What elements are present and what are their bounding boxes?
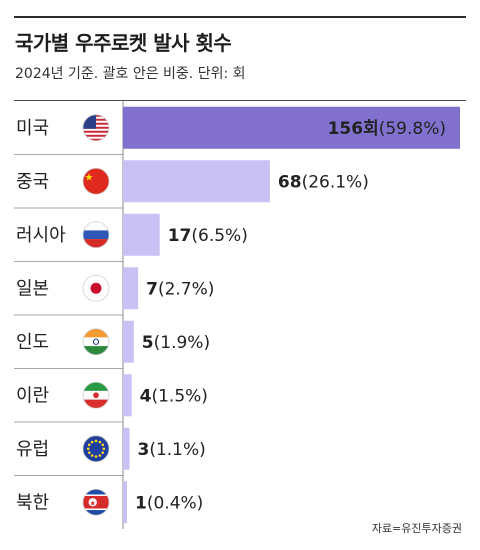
data-label: 17(6.5%) xyxy=(168,226,248,246)
data-label: 4(1.5%) xyxy=(140,386,208,406)
data-label: 5(1.9%) xyxy=(142,333,210,353)
eu-flag-icon xyxy=(82,435,110,463)
category-label: 일본 xyxy=(16,278,49,299)
bar xyxy=(123,267,139,310)
data-label: 7(2.7%) xyxy=(146,279,214,299)
bar xyxy=(123,320,134,363)
category-label: 북한 xyxy=(16,492,49,513)
category-label: 중국 xyxy=(16,171,49,192)
svg-text:★: ★ xyxy=(85,172,94,183)
category-label: 이란 xyxy=(16,385,49,406)
source-note: 자료=유진투자증권 xyxy=(371,522,462,535)
bar xyxy=(123,427,130,470)
bar xyxy=(123,213,160,256)
chart-subtitle: 2024년 기준. 괄호 안은 비중. 단위: 회 xyxy=(15,66,246,82)
bar xyxy=(123,160,270,203)
data-label: 68(26.1%) xyxy=(278,172,369,192)
data-label: 1(0.4%) xyxy=(135,493,203,513)
category-label: 미국 xyxy=(16,118,49,139)
header-rule xyxy=(14,100,466,101)
bar xyxy=(123,106,460,149)
chart-title: 국가별 우주로켓 발사 횟수 xyxy=(15,31,232,55)
japan-flag-icon xyxy=(82,274,110,302)
bar xyxy=(123,481,127,524)
us-flag-icon xyxy=(82,114,110,142)
india-flag-icon xyxy=(82,328,110,356)
data-label: 3(1.1%) xyxy=(137,440,205,460)
data-label: 156회(59.8%) xyxy=(328,119,446,139)
category-label: 유럽 xyxy=(16,439,49,460)
top-rule xyxy=(14,16,466,18)
china-flag-icon: ★ xyxy=(82,167,110,195)
russia-flag-icon xyxy=(82,221,110,249)
svg-text:★: ★ xyxy=(90,499,96,507)
category-label: 인도 xyxy=(16,332,49,353)
category-label: 러시아 xyxy=(16,225,66,246)
north-korea-flag-icon: ★ xyxy=(82,488,110,516)
bar xyxy=(123,374,132,417)
iran-flag-icon xyxy=(82,381,110,409)
